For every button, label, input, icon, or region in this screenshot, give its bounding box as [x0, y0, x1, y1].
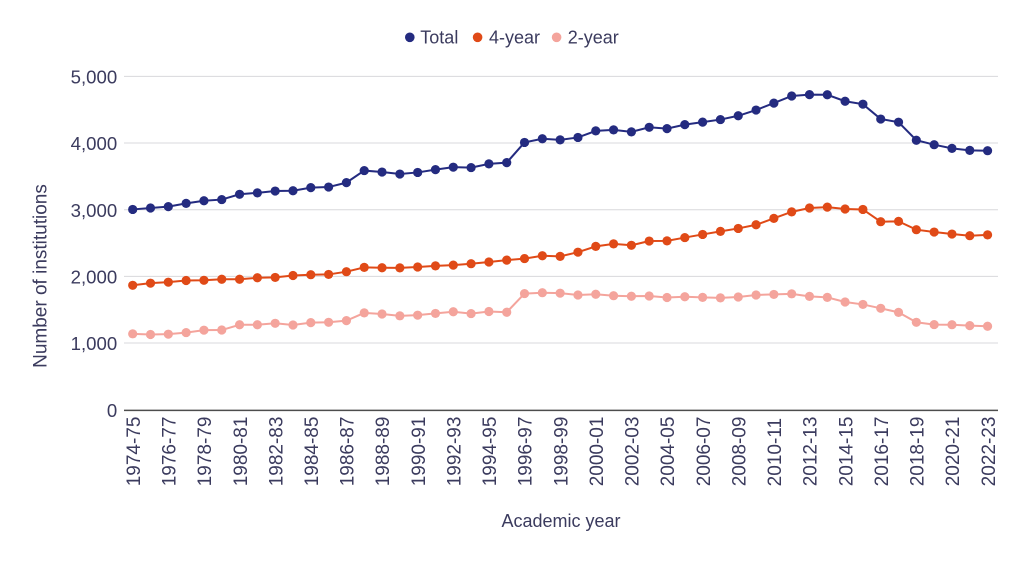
svg-text:2022-23: 2022-23 [979, 417, 1000, 487]
svg-text:1976-77: 1976-77 [160, 417, 181, 487]
svg-text:1978-79: 1978-79 [195, 417, 216, 487]
svg-text:1984-85: 1984-85 [302, 417, 323, 487]
svg-text:2010-11: 2010-11 [765, 418, 786, 486]
svg-text:3,000: 3,000 [71, 200, 118, 221]
svg-text:1980-81: 1980-81 [231, 417, 252, 487]
svg-text:1994-95: 1994-95 [480, 417, 501, 487]
svg-text:2006-07: 2006-07 [694, 417, 715, 487]
svg-text:4,000: 4,000 [71, 133, 118, 154]
svg-text:2008-09: 2008-09 [729, 417, 750, 487]
svg-text:2004-05: 2004-05 [658, 417, 679, 487]
svg-text:Total: Total [420, 28, 458, 48]
svg-text:2002-03: 2002-03 [623, 417, 644, 487]
svg-text:1986-87: 1986-87 [338, 417, 359, 487]
svg-text:1998-99: 1998-99 [551, 417, 572, 487]
svg-text:Number of institutions: Number of institutions [31, 184, 52, 368]
svg-text:1982-83: 1982-83 [266, 417, 287, 487]
svg-text:2016-17: 2016-17 [872, 417, 893, 487]
svg-text:2000-01: 2000-01 [587, 417, 608, 487]
svg-text:Academic year: Academic year [501, 511, 620, 531]
svg-text:4-year: 4-year [489, 28, 540, 48]
svg-text:5,000: 5,000 [71, 67, 118, 88]
svg-text:2012-13: 2012-13 [801, 417, 822, 487]
svg-text:1988-89: 1988-89 [373, 417, 394, 487]
svg-text:1990-91: 1990-91 [409, 417, 430, 487]
svg-text:2014-15: 2014-15 [836, 417, 857, 487]
svg-text:1,000: 1,000 [71, 333, 118, 354]
svg-text:1996-97: 1996-97 [516, 417, 537, 487]
svg-text:2018-19: 2018-19 [908, 417, 929, 487]
svg-text:2-year: 2-year [568, 28, 619, 48]
svg-text:1974-75: 1974-75 [124, 417, 145, 487]
svg-text:1992-93: 1992-93 [444, 417, 465, 487]
svg-text:0: 0 [107, 400, 117, 421]
svg-text:2,000: 2,000 [71, 267, 118, 288]
svg-text:2020-21: 2020-21 [943, 417, 964, 487]
